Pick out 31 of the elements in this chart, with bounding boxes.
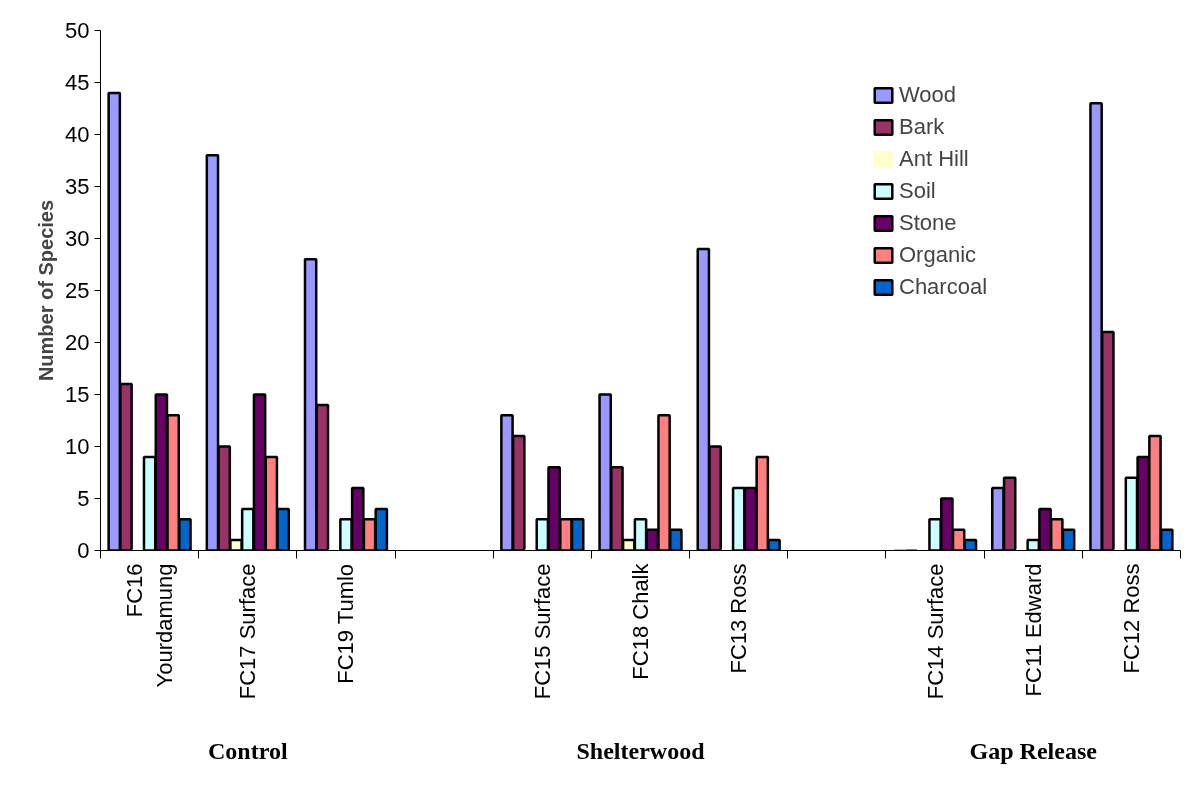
y-tick-label: 5 [77,486,90,511]
text: Shelterwood [576,737,706,764]
text: Control [207,737,288,764]
x-tick-label: FC13 Ross [726,563,752,674]
y-tick-label: 0 [77,538,90,563]
x-tick-label: FC12 Ross [1118,563,1144,674]
x-tick-label: FC14 Surface [922,563,948,700]
legend-label: Charcoal [899,274,988,300]
x-tick-label: FC19 Tumlo [333,563,359,684]
x-tick-label: FC16 Yourdamung [122,563,178,688]
y-tick-label: 50 [65,18,90,43]
x-tick-label: FC18 Chalk [628,562,653,680]
y-tick-label: 30 [65,226,90,251]
y-tick-label: 15 [65,382,90,407]
x-tick-label: FC11 Edward [1020,563,1046,697]
y-tick-label: 35 [65,174,90,199]
x-tick-label: FC15 Surface [529,563,555,700]
y-tick-label: 20 [65,330,90,355]
y-tick-label: 45 [65,70,90,95]
legend-label: Organic [899,242,977,268]
y-axis-title: Number of Species [35,199,58,382]
x-tick-label: FC17 Surface [235,563,261,700]
legend-label: Soil [899,178,936,204]
y-tick-label: 25 [65,278,90,303]
legend-label: Stone [899,210,957,236]
legend-label: Wood [899,82,957,108]
legend-label: Ant Hill [899,146,969,172]
legend-label: Bark [899,114,945,140]
y-tick-label: 10 [65,434,90,459]
text: Gap Release [969,737,1098,764]
y-tick-label: 40 [65,122,90,147]
